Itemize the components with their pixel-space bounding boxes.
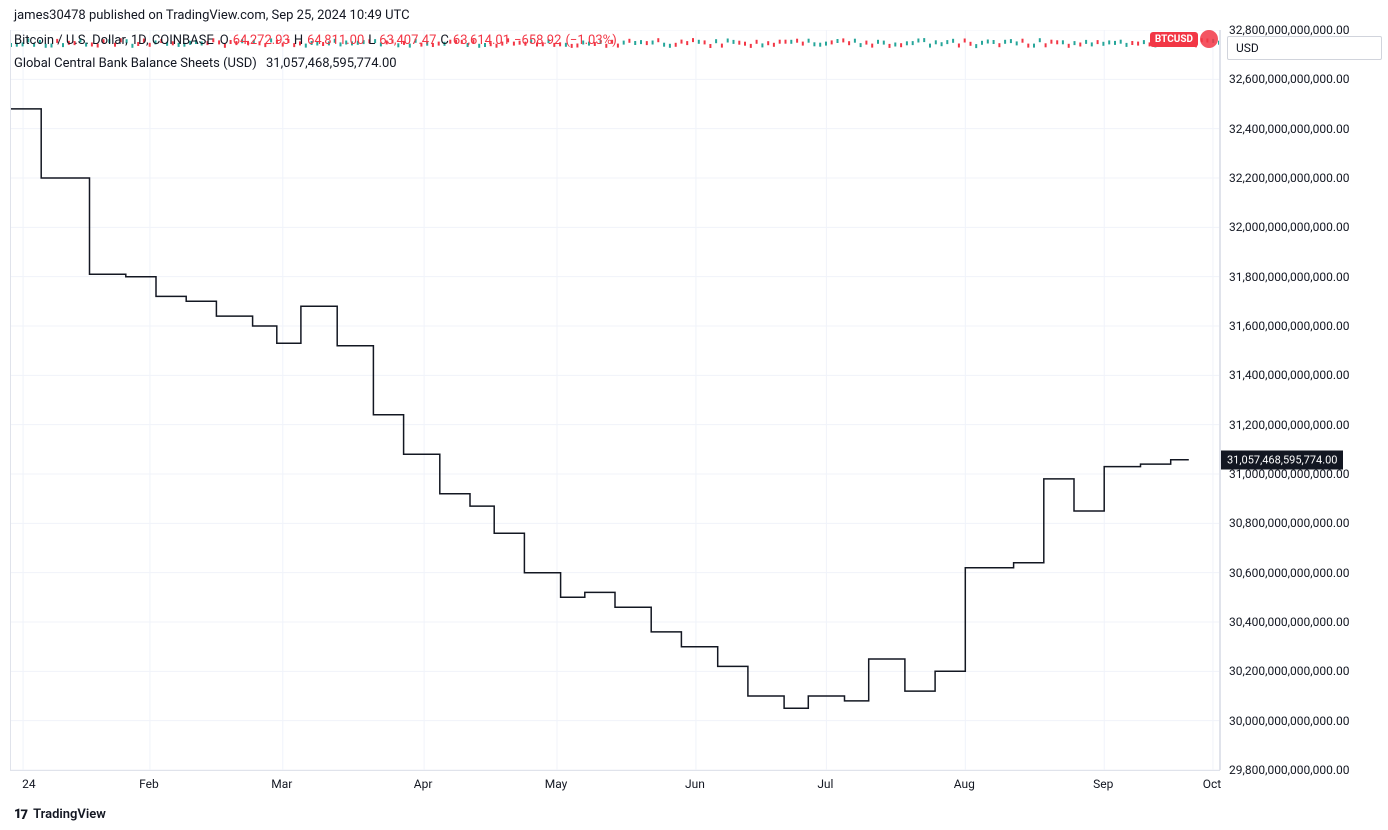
ohlc-block: O64,272.93 H64,811.00 L63,407.47 C63,614… [220,33,617,48]
x-tick-label: 24 [22,777,36,791]
price-flag: 31,057,468,595,774.00 [1221,450,1343,469]
y-tick-label: 32,400,000,000,000.00 [1229,122,1350,136]
y-tick-label: 30,600,000,000,000.00 [1229,566,1350,580]
publish-text: james30478 published on TradingView.com,… [14,8,410,23]
ticker-badge-row: BTCUSD [1150,30,1218,48]
ohlc-high: 64,811.00 [307,33,364,48]
x-tick-label: Jun [685,777,705,791]
indicator-name: Global Central Bank Balance Sheets (USD) [14,56,257,71]
chart-area[interactable] [10,30,1220,770]
footer-brand: 17 TradingView [14,807,106,822]
symbol-label: Bitcoin / U.S. Dollar, 1D, COINBASE [14,33,214,48]
y-axis[interactable]: USD 32,800,000,000,000.0032,600,000,000,… [1220,30,1388,770]
ohlc-low: 63,407.47 [379,33,436,48]
x-axis[interactable]: 24 Feb Mar Apr May Jun Jul Aug Sep Oct [10,770,1220,796]
ohlc-chg: −658.92 [514,33,561,48]
x-tick-label: Feb [139,777,159,791]
indicator-legend: Global Central Bank Balance Sheets (USD)… [0,52,1388,75]
ohlc-open: 64,272.93 [233,33,290,48]
ohlc-close: 63,614.01 [453,33,510,48]
x-tick-label: Apr [414,777,433,791]
y-tick-label: 30,200,000,000,000.00 [1229,664,1350,678]
indicator-value: 31,057,468,595,774.00 [266,56,397,71]
x-tick-label: Sep [1093,777,1113,791]
badge-circle-icon [1200,30,1218,48]
y-tick-label: 31,400,000,000,000.00 [1229,368,1350,382]
tv-logo-icon: 17 [14,807,27,822]
x-tick-label: May [545,777,568,791]
x-tick-label: Oct [1203,777,1221,791]
y-tick-label: 29,800,000,000,000.00 [1229,763,1350,777]
y-tick-label: 30,800,000,000,000.00 [1229,516,1350,530]
ohlc-pct: (−1.03%) [565,33,616,48]
y-tick-label: 31,200,000,000,000.00 [1229,418,1350,432]
y-tick-label: 32,200,000,000,000.00 [1229,171,1350,185]
publish-header: james30478 published on TradingView.com,… [0,0,1388,29]
plot-svg [11,30,1219,770]
x-tick-label: Aug [954,777,975,791]
y-tick-label: 32,000,000,000,000.00 [1229,220,1350,234]
x-tick-label: Mar [271,777,292,791]
y-tick-label: 30,000,000,000,000.00 [1229,714,1350,728]
y-tick-label: 31,600,000,000,000.00 [1229,319,1350,333]
brand-text: TradingView [33,807,106,822]
x-tick-label: Jul [817,777,833,791]
y-tick-label: 31,800,000,000,000.00 [1229,270,1350,284]
y-tick-label: 30,400,000,000,000.00 [1229,615,1350,629]
ticker-badge: BTCUSD [1150,32,1198,47]
